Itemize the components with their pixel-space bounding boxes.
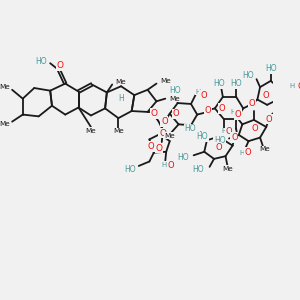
Text: H: H	[231, 109, 236, 115]
Text: O: O	[161, 117, 168, 126]
Text: Me: Me	[169, 96, 180, 102]
Text: O: O	[159, 129, 166, 138]
Text: Me: Me	[116, 79, 127, 85]
Text: HO: HO	[124, 165, 136, 174]
Text: Me: Me	[160, 78, 171, 84]
Text: HO: HO	[242, 71, 254, 80]
Text: H: H	[240, 150, 245, 156]
Text: O: O	[266, 115, 272, 124]
Text: O: O	[263, 91, 270, 100]
Text: O: O	[150, 109, 157, 118]
Text: Me: Me	[85, 128, 96, 134]
Text: HO: HO	[35, 57, 47, 66]
Text: Me: Me	[113, 128, 124, 134]
Text: HO: HO	[169, 86, 181, 95]
Text: O: O	[205, 106, 211, 115]
Text: O: O	[245, 148, 252, 157]
Text: Me: Me	[0, 84, 10, 90]
Text: Me: Me	[222, 166, 233, 172]
Text: O: O	[219, 104, 225, 113]
Text: HO: HO	[196, 132, 208, 141]
Text: Me: Me	[164, 133, 175, 139]
Text: O: O	[226, 127, 232, 136]
Text: O: O	[251, 124, 258, 133]
Text: O: O	[56, 61, 63, 70]
Text: O: O	[235, 110, 241, 119]
Text: O: O	[200, 91, 207, 100]
Text: HO: HO	[214, 79, 225, 88]
Text: HO: HO	[185, 124, 196, 133]
Text: HO: HO	[230, 79, 242, 88]
Text: O: O	[172, 109, 179, 118]
Text: O: O	[156, 144, 163, 153]
Text: O: O	[297, 82, 300, 91]
Text: HO: HO	[193, 165, 204, 174]
Text: O: O	[148, 142, 154, 151]
Text: HO: HO	[214, 136, 226, 145]
Text: O: O	[168, 160, 175, 169]
Text: O: O	[249, 100, 255, 109]
Text: H: H	[221, 128, 226, 134]
Text: HO: HO	[178, 153, 189, 162]
Text: O: O	[231, 133, 238, 142]
Text: Me: Me	[0, 121, 10, 127]
Text: HO: HO	[265, 64, 277, 73]
Text: O: O	[215, 143, 222, 152]
Text: H: H	[195, 88, 201, 94]
Text: Me: Me	[259, 146, 270, 152]
Text: H: H	[289, 83, 295, 89]
Text: H: H	[161, 162, 166, 168]
Text: H: H	[118, 94, 124, 103]
